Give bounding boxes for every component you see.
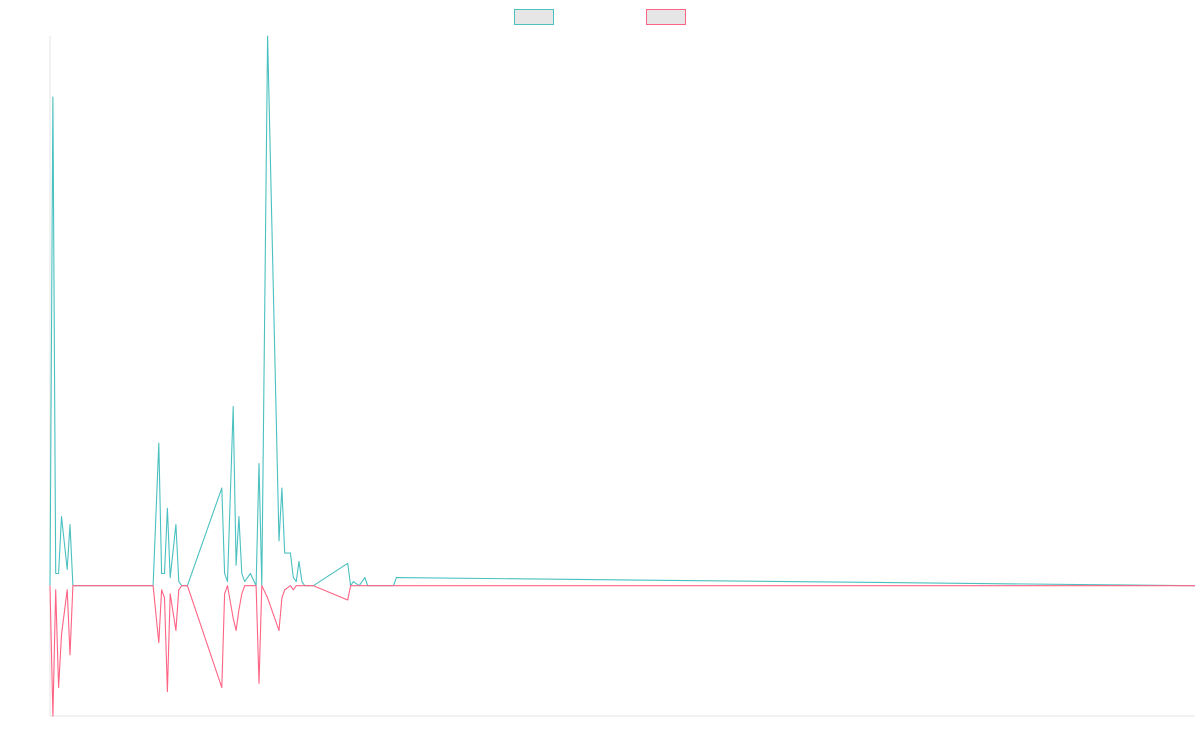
legend-swatch-series-1 (514, 9, 554, 25)
legend-swatch-series-2 (646, 9, 686, 25)
series-line-2[interactable] (49, 585, 1195, 717)
legend-item-series-2[interactable] (646, 9, 686, 25)
legend-item-series-1[interactable] (514, 9, 554, 25)
series-line-1[interactable] (49, 35, 1196, 587)
legend (0, 9, 1200, 25)
chart-series-layer (49, 35, 1196, 717)
chart-axes (49, 36, 1195, 717)
